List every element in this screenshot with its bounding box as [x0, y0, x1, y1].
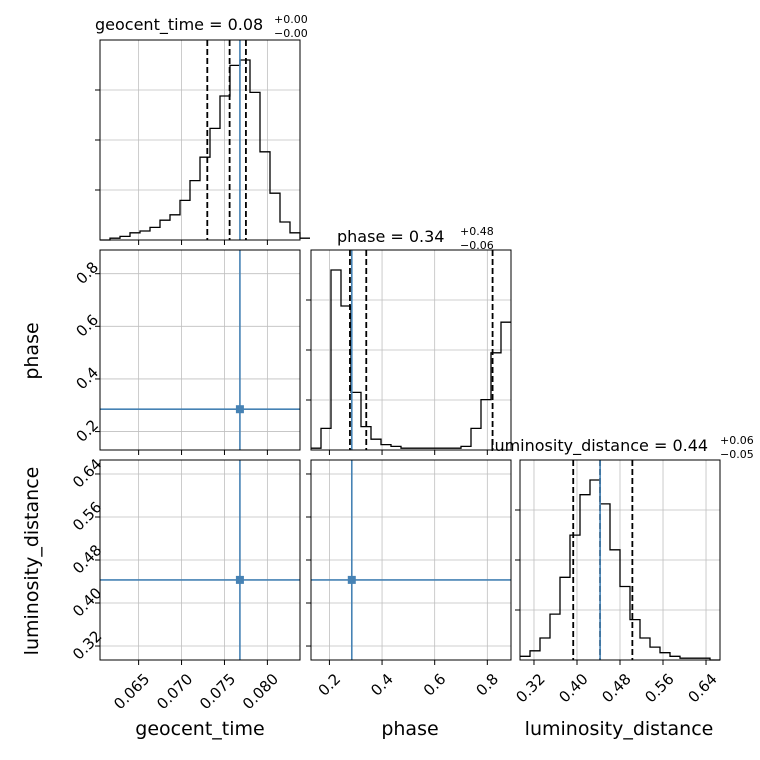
- truth-marker-luminosity-distance-phase: [347, 575, 356, 584]
- xtick-label-geocent-time-3: 0.080: [239, 670, 282, 713]
- ytick-label-phase-0: 0.2: [72, 416, 102, 446]
- truth-marker-luminosity-distance-geocent-time: [235, 575, 244, 584]
- title-luminosity-distance-main: luminosity_distance = 0.44: [490, 436, 708, 456]
- xtick-label-luminosity-distance-1: 0.40: [555, 670, 591, 706]
- xtick-label-luminosity-distance-2: 0.48: [598, 670, 634, 706]
- ytick-label-phase-2: 0.6: [72, 311, 102, 341]
- panel-frame-phase-geocent-time: [99, 249, 301, 451]
- title-phase-main: phase = 0.34: [337, 227, 444, 246]
- title-geocent-time-sub: −0.00: [274, 27, 308, 40]
- xtick-label-phase-3: 0.8: [472, 670, 502, 700]
- xtick-label-phase-1: 0.4: [367, 670, 397, 700]
- panel-bg-phase-geocent-time: [100, 250, 300, 450]
- xtick-label-luminosity-distance-3: 0.56: [641, 670, 677, 706]
- ytick-label-phase-1: 0.4: [72, 363, 102, 393]
- hist-geocent-time: [100, 59, 310, 241]
- xtick-label-phase-0: 0.2: [315, 670, 345, 700]
- hist-phase: [311, 269, 511, 449]
- title-phase: phase = 0.34 +0.48 −0.06: [337, 225, 494, 252]
- xtick-label-phase-2: 0.6: [420, 670, 450, 700]
- truth-marker-phase-geocent-time: [235, 405, 244, 414]
- title-phase-sub: −0.06: [460, 239, 494, 252]
- xtick-label-luminosity-distance-4: 0.64: [684, 670, 720, 706]
- title-luminosity-distance: luminosity_distance = 0.44 +0.06 −0.05: [490, 434, 754, 461]
- xlabel-luminosity-distance: luminosity_distance: [525, 718, 714, 740]
- title-geocent-time-sup: +0.00: [274, 13, 308, 26]
- xlabel-phase: phase: [381, 718, 438, 740]
- title-phase-sup: +0.48: [460, 225, 494, 238]
- title-geocent-time: geocent_time = 0.08 +0.00 −0.00: [95, 13, 308, 40]
- xtick-label-luminosity-distance-0: 0.32: [512, 670, 548, 706]
- ylabel-phase: phase: [21, 322, 43, 379]
- xlabel-geocent-time: geocent_time: [135, 718, 264, 740]
- title-geocent-time-main: geocent_time = 0.08: [95, 15, 263, 35]
- hist-luminosity-distance: [520, 479, 720, 661]
- xtick-label-geocent-time-1: 0.070: [153, 670, 196, 713]
- ytick-label-phase-3: 0.8: [72, 258, 102, 288]
- marks-layer: 0.065 0.070 0.075 0.080 0.2 0.4 0.6 0.8 0.32 0.40…: [69, 39, 721, 713]
- xtick-label-geocent-time-0: 0.065: [110, 670, 153, 713]
- title-luminosity-distance-sub: −0.05: [720, 448, 754, 461]
- xtick-label-geocent-time-2: 0.075: [196, 670, 239, 713]
- ylabel-luminosity-distance: luminosity_distance: [21, 467, 43, 656]
- title-luminosity-distance-sup: +0.06: [720, 434, 754, 447]
